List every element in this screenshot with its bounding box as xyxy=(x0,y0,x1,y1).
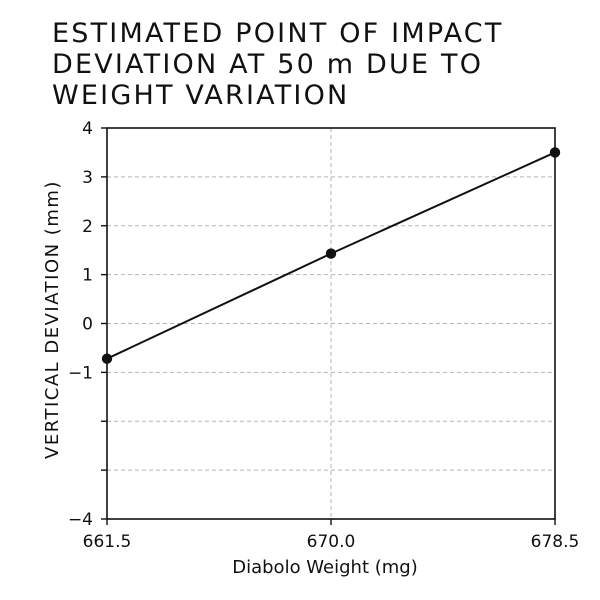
chart-title: ESTIMATED POINT OF IMPACT DEVIATION AT 5… xyxy=(52,18,592,111)
y-tick-label: 2 xyxy=(82,217,93,237)
y-tick-label: 4 xyxy=(82,119,93,139)
y-tick-label: −1 xyxy=(68,363,93,383)
y-tick-label: 3 xyxy=(82,168,93,188)
y-tick-label: 1 xyxy=(82,266,93,286)
chart-title-line-2: DEVIATION AT 50 m DUE TO xyxy=(52,49,484,80)
y-tick-label: −4 xyxy=(68,510,93,530)
axis-ticks: −4 −1 0 1 2 3 4 661.5 670.0 678.5 xyxy=(68,119,579,552)
x-tick-label: 661.5 xyxy=(83,532,132,552)
x-tick-label: 678.5 xyxy=(531,532,580,552)
chart-title-line-3: WEIGHT VARIATION xyxy=(52,80,350,111)
data-point xyxy=(101,353,113,364)
grid-lines xyxy=(107,128,555,519)
y-tick-label: 0 xyxy=(82,315,93,335)
x-tick-label: 670.0 xyxy=(307,532,356,552)
data-point xyxy=(325,248,337,259)
x-axis-label: Diabolo Weight (mg) xyxy=(232,557,418,578)
chart-title-line-1: ESTIMATED POINT OF IMPACT xyxy=(52,18,504,49)
y-axis-label: VERTICAL DEVIATION (mm) xyxy=(42,180,63,459)
data-series xyxy=(101,147,561,364)
data-point xyxy=(549,147,561,158)
